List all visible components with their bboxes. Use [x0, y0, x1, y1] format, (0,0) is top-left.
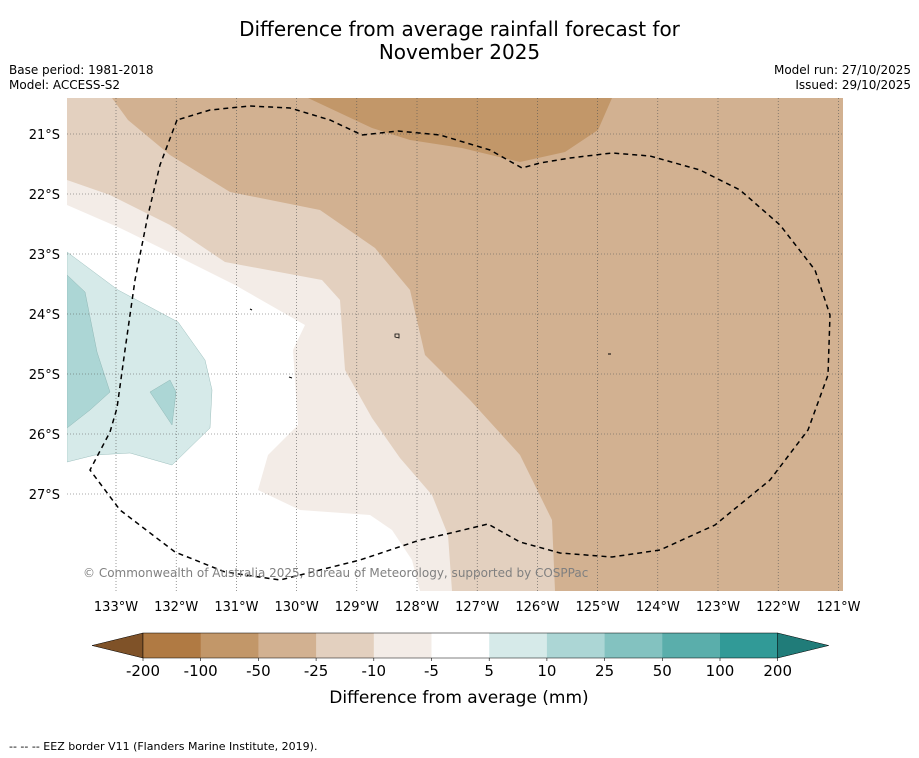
- colorbar-extend-low: [91, 632, 144, 659]
- island-marker: [249, 308, 253, 311]
- longitude-tick-label: 129°W: [335, 600, 379, 615]
- latitude-tick-label: 21°S: [29, 128, 60, 143]
- latitude-tick-label: 25°S: [29, 368, 60, 383]
- colorbar-tick-label: 100: [706, 662, 735, 680]
- zone-plus-10-west: [67, 274, 111, 429]
- island-marker: [288, 376, 293, 379]
- title-line-1: Difference from average rainfall forecas…: [239, 17, 680, 41]
- longitude-tick-label: 124°W: [636, 600, 680, 615]
- colorbar-tick-label: -5: [424, 662, 439, 680]
- latitude-tick-label: 23°S: [29, 248, 60, 263]
- model-run: Model run: 27/10/2025: [773, 63, 911, 77]
- longitude-tick-label: 126°W: [515, 600, 559, 615]
- longitude-tick-label: 127°W: [455, 600, 499, 615]
- copyright-notice: © Commonwealth of Australia 2025, Bureau…: [83, 566, 588, 580]
- colorbar-segment: [316, 633, 375, 658]
- colorbar-title: Difference from average (mm): [329, 688, 588, 708]
- meta-right: Model run: 27/10/2025 Issued: 29/10/2025: [774, 63, 911, 93]
- zone-near-average: [67, 205, 420, 591]
- colorbar-segment: [143, 633, 202, 658]
- eez-footnote: -- -- -- EEZ border V11 (Flanders Marine…: [9, 740, 318, 753]
- colorbar-segment: [489, 633, 548, 658]
- latitude-tick-label: 27°S: [29, 488, 60, 503]
- longitude-tick-label: 128°W: [395, 600, 439, 615]
- longitude-labels: 133°W 132°W 131°W 130°W 129°W 128°W 127°W 126°W…: [94, 600, 861, 615]
- colorbar-tick-label: 5: [484, 662, 494, 680]
- latitude-tick-label: 24°S: [29, 308, 60, 323]
- colorbar-segment: [604, 633, 663, 658]
- colorbar-segment: [546, 633, 606, 658]
- colorbar-tick-label: -200: [126, 662, 160, 680]
- colorbar-tick-label: -10: [362, 662, 387, 680]
- longitude-tick-label: 121°W: [816, 600, 860, 615]
- colorbar-tick-label: -50: [246, 662, 271, 680]
- longitude-tick-label: 130°W: [275, 600, 319, 615]
- colorbar: -200 -100 -50 -25 -10 -5 5 10 25 50 100 200: [91, 632, 829, 680]
- model-name: Model: ACCESS-S2: [9, 78, 121, 92]
- longitude-tick-label: 123°W: [696, 600, 740, 615]
- latitude-tick-label: 22°S: [29, 188, 60, 203]
- rainfall-map: © Commonwealth of Australia 2025, Bureau…: [67, 98, 843, 591]
- colorbar-tick-label: 10: [537, 662, 556, 680]
- eez-border: [89, 105, 831, 581]
- colorbar-segment: [662, 633, 721, 658]
- colorbar-segment: [720, 633, 779, 658]
- colorbar-tick-label: 25: [595, 662, 614, 680]
- issued-date: Issued: 29/10/2025: [795, 78, 911, 92]
- colorbar-outline: [142, 632, 778, 659]
- title-line-2: November 2025: [378, 40, 541, 64]
- latitude-tick-label: 26°S: [29, 428, 60, 443]
- colorbar-tick-label: 50: [653, 662, 672, 680]
- longitude-tick-label: 131°W: [214, 600, 258, 615]
- colorbar-tick-label: -25: [304, 662, 329, 680]
- longitude-tick-label: 125°W: [576, 600, 620, 615]
- colorbar-tick-label: -100: [184, 662, 218, 680]
- meta-left: Base period: 1981-2018 Model: ACCESS-S2: [9, 63, 154, 93]
- colorbar-segment: [200, 633, 259, 658]
- colorbar-segment: [431, 633, 490, 658]
- latitude-labels: 21°S 22°S 23°S 24°S 25°S 26°S 27°S: [29, 128, 60, 503]
- colorbar-segment: [373, 633, 432, 658]
- longitude-tick-label: 133°W: [94, 600, 138, 615]
- base-period: Base period: 1981-2018: [9, 63, 154, 77]
- chart-title: Difference from average rainfall forecas…: [0, 18, 919, 64]
- longitude-tick-label: 122°W: [756, 600, 800, 615]
- colorbar-segment: [258, 633, 317, 658]
- colorbar-extend-high: [777, 632, 829, 659]
- graticule: [67, 98, 843, 591]
- island-marker: [394, 333, 400, 339]
- zone-minus-100: [308, 98, 612, 162]
- longitude-tick-label: 132°W: [154, 600, 198, 615]
- colorbar-tick-label: 200: [763, 662, 792, 680]
- zone-plus-5: [67, 251, 213, 466]
